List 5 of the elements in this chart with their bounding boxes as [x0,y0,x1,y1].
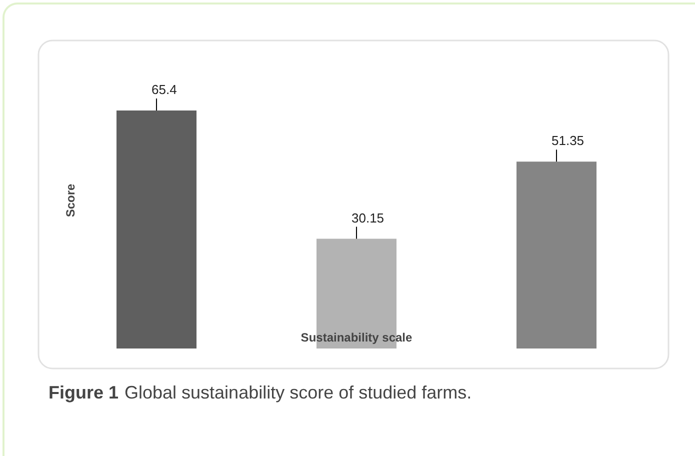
y-axis-title: Score [64,184,78,218]
data-label: 51.35 [552,133,584,148]
data-label: 65.4 [152,82,177,97]
data-label: 30.15 [352,210,384,226]
caption: Figure 1 Global sustainability score of studied farms. [48,382,472,402]
